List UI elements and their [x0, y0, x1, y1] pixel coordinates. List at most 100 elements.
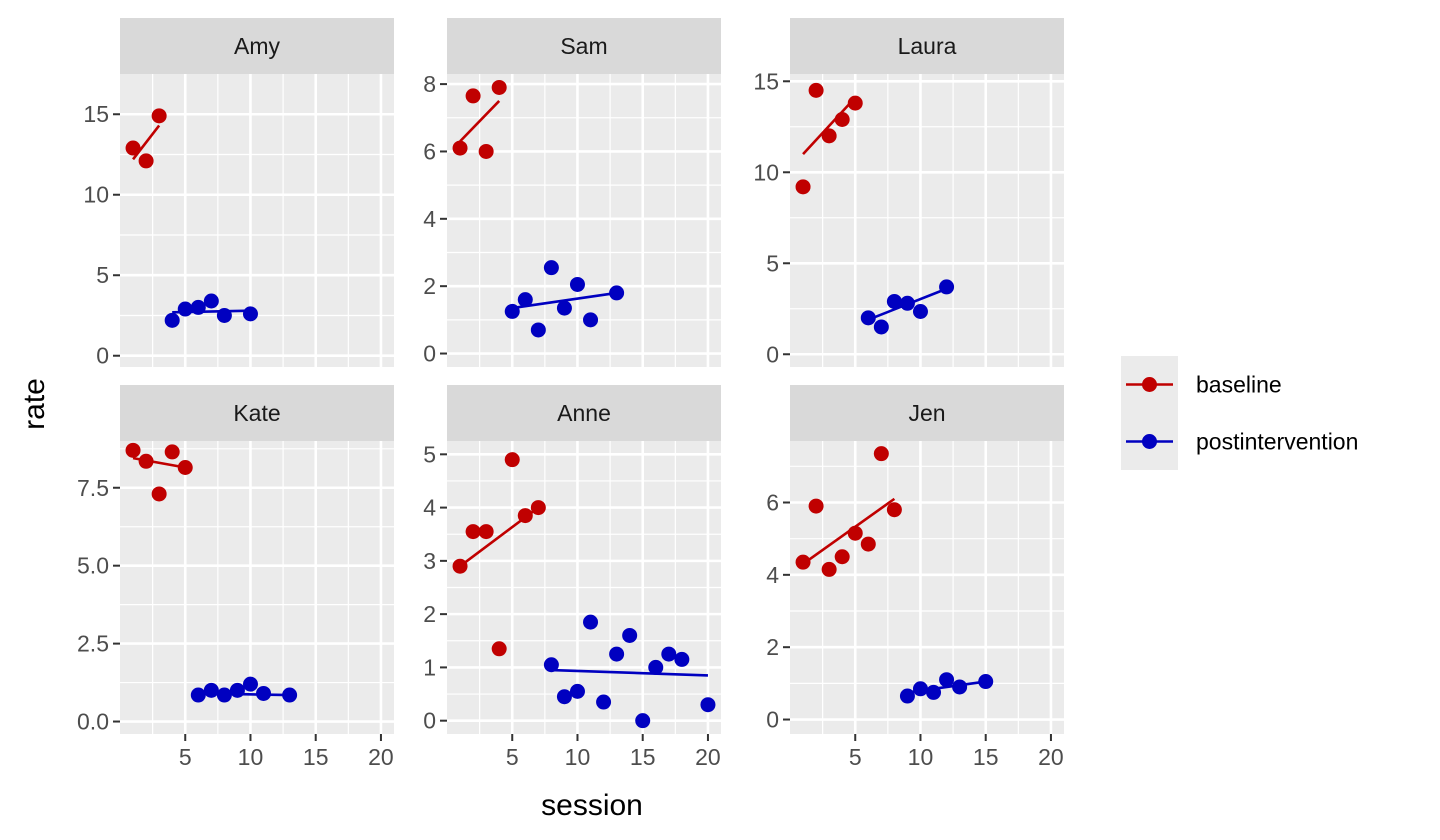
data-point-postintervention — [674, 651, 690, 667]
data-point-postintervention — [216, 687, 232, 703]
y-tick-label: 6 — [766, 489, 779, 515]
data-point-baseline — [465, 524, 481, 540]
facet-strip — [447, 385, 721, 441]
y-tick-label: 0.0 — [77, 709, 109, 735]
data-point-postintervention — [661, 646, 677, 662]
data-point-postintervention — [700, 697, 716, 713]
x-tick-label: 20 — [1038, 744, 1064, 770]
y-tick-label: 5 — [423, 441, 436, 467]
x-tick-label: 15 — [630, 744, 656, 770]
legend-item-baseline: baseline — [1121, 356, 1282, 413]
data-point-postintervention — [517, 292, 533, 308]
data-point-baseline — [821, 561, 837, 577]
y-tick-label: 10 — [753, 159, 779, 185]
panel-background — [790, 74, 1064, 367]
data-point-postintervention — [190, 687, 206, 703]
x-tick-label: 10 — [908, 744, 934, 770]
y-axis-title: rate — [18, 378, 51, 430]
data-point-postintervention — [952, 679, 968, 695]
facet-strip-label: Amy — [234, 33, 281, 59]
legend: baseline postintervention — [1121, 356, 1358, 470]
data-point-baseline — [847, 95, 863, 111]
data-point-baseline — [873, 446, 889, 462]
facet-strip — [447, 18, 721, 74]
data-point-postintervention — [926, 684, 942, 700]
data-point-postintervention — [978, 674, 994, 690]
data-point-baseline — [530, 500, 546, 516]
y-tick-label: 5.0 — [77, 553, 109, 579]
data-point-postintervention — [530, 322, 546, 338]
data-point-postintervention — [556, 689, 572, 705]
data-point-postintervention — [177, 301, 193, 317]
y-tick-label: 2 — [423, 273, 436, 299]
data-point-postintervention — [569, 683, 585, 699]
legend-item-postintervention: postintervention — [1121, 413, 1358, 470]
panel-amy: Amy 0 5 10 15 — [83, 18, 394, 369]
y-tick-label: 10 — [83, 182, 109, 208]
data-point-postintervention — [190, 299, 206, 315]
panel-kate: Kate 0.0 2.5 5.0 7.5 5 10 15 20 — [77, 385, 394, 770]
data-point-postintervention — [216, 307, 232, 323]
data-point-postintervention — [873, 319, 889, 335]
x-tick-label: 20 — [695, 744, 721, 770]
data-point-baseline — [847, 525, 863, 541]
y-tick-label: 0 — [766, 341, 779, 367]
data-point-postintervention — [912, 681, 928, 697]
data-point-postintervention — [899, 688, 915, 704]
x-tick-label: 20 — [368, 744, 394, 770]
facet-strip — [790, 385, 1064, 441]
legend-label: postintervention — [1196, 429, 1358, 455]
x-tick-label: 5 — [179, 744, 192, 770]
data-point-baseline — [151, 486, 167, 502]
facet-strip — [120, 18, 394, 74]
x-tick-label: 15 — [973, 744, 999, 770]
y-tick-label: 4 — [423, 206, 436, 232]
data-point-baseline — [808, 82, 824, 98]
facet-strip-label: Jen — [908, 400, 945, 426]
data-point-baseline — [164, 444, 180, 460]
y-tick-label: 2 — [766, 634, 779, 660]
data-point-baseline — [821, 128, 837, 144]
y-tick-label: 0 — [766, 707, 779, 733]
data-point-postintervention — [860, 310, 876, 326]
y-tick-label: 15 — [753, 68, 779, 94]
facet-strip-label: Sam — [560, 33, 607, 59]
y-tick-label: 6 — [423, 138, 436, 164]
y-tick-label: 7.5 — [77, 475, 109, 501]
data-point-postintervention — [164, 312, 180, 328]
data-point-postintervention — [939, 279, 955, 295]
data-point-postintervention — [556, 300, 572, 316]
data-point-postintervention — [229, 682, 245, 698]
data-point-baseline — [452, 558, 468, 574]
y-tick-label: 4 — [766, 562, 779, 588]
data-point-postintervention — [912, 303, 928, 319]
facet-strip — [790, 18, 1064, 74]
legend-key-point — [1142, 377, 1157, 392]
data-point-baseline — [177, 459, 193, 475]
data-point-postintervention — [569, 276, 585, 292]
x-tick-label: 5 — [849, 744, 862, 770]
x-tick-label: 10 — [238, 744, 264, 770]
data-point-baseline — [478, 524, 494, 540]
y-tick-label: 0 — [96, 343, 109, 369]
data-point-baseline — [465, 88, 481, 104]
data-point-baseline — [504, 452, 520, 468]
data-point-postintervention — [242, 676, 258, 692]
panel-sam: Sam 0 2 4 6 8 — [423, 18, 721, 367]
data-point-postintervention — [203, 293, 219, 309]
data-point-baseline — [834, 549, 850, 565]
trend-line-baseline — [459, 100, 501, 143]
data-point-baseline — [125, 140, 141, 156]
data-point-postintervention — [543, 260, 559, 276]
data-point-postintervention — [203, 682, 219, 698]
trend-line-baseline — [802, 96, 857, 155]
legend-label: baseline — [1196, 372, 1282, 398]
y-tick-label: 3 — [423, 548, 436, 574]
y-tick-label: 0 — [423, 708, 436, 734]
data-point-baseline — [138, 153, 154, 169]
panel-anne: Anne 0 1 2 3 4 5 5 10 15 20 — [423, 385, 721, 770]
data-point-postintervention — [543, 657, 559, 673]
y-tick-label: 1 — [423, 654, 436, 680]
